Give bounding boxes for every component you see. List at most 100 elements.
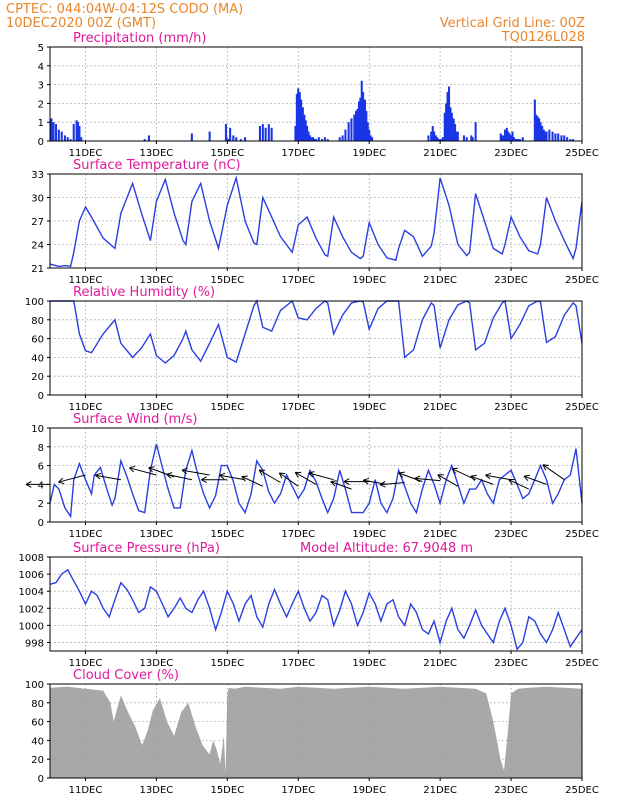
precipitation-bar [441,137,444,141]
precipitation-bar [347,122,350,141]
precipitation-bar [77,122,80,141]
precipitation-bar [267,124,270,141]
wind-arrow [181,467,210,476]
wind-arrow-head [58,481,65,485]
precipitation-bar [544,131,547,141]
wind-series-line [49,443,583,519]
y-tick-label: 0 [38,518,44,529]
x-tick-label: 11DEC [69,658,103,669]
precipitation-bar [431,126,434,141]
wind-arrow-head [437,474,442,481]
y-tick-label: 1 [38,118,44,129]
wind-arrow-head [485,472,492,476]
precipitation-bar [516,139,519,141]
x-tick-label: 17DEC [281,402,315,413]
precipitation-bar [514,139,517,141]
wind-arrow [94,472,121,481]
precipitation-bar [507,131,510,141]
wind-arrow-head [414,475,421,479]
precipitation-bar [470,135,473,141]
wind-arrow-head [451,468,457,474]
precipitation-bar [505,127,508,141]
wind-arrow [523,474,547,485]
x-tick-label: 23DEC [494,529,528,540]
precipitation-bar [315,139,318,141]
wind-arrow-head [508,479,513,485]
wind-arrow-shaft [241,476,264,487]
x-tick-label: 25DEC [565,529,599,540]
wind-arrow-head [129,465,136,469]
precipitation-bar [353,114,356,141]
precipitation-bar [448,86,451,141]
wind-arrow-head [258,469,263,476]
x-tick-label: 21DEC [423,529,457,540]
precipitation-bar [538,118,541,141]
precipitation-bar [452,118,455,141]
precipitation-bar [147,135,150,141]
x-tick-label: 19DEC [352,275,386,286]
wind-arrow-head [219,474,225,480]
x-tick-label: 25DEC [565,275,599,286]
precipitation-bar [57,129,60,141]
panel-pressure: 998 1000 1002 1004 1006 1008 11DEC 13DEC 15DEC 17… [19,541,599,669]
precipitation-bar [297,88,300,141]
y-tick-label: 100 [25,297,44,308]
precipitation-bar [355,110,358,141]
precipitation-bar [501,135,504,141]
wind-arrow-head [330,481,336,487]
wind-arrow [362,477,387,485]
y-tick-label: 8 [38,443,44,454]
precipitation-bar [244,137,247,141]
precipitation-bar [512,137,515,141]
x-tick-label: 15DEC [210,658,244,669]
y-tick-label: 24 [31,241,44,252]
precipitation-bar [454,124,457,141]
y-tick-label: 20 [31,755,44,766]
x-tick-label: 23DEC [494,275,528,286]
panel-title: Relative Humidity (%) [73,285,215,300]
precipitation-bar [433,131,436,141]
x-tick-label: 17DEC [281,785,315,796]
wind-arrow-head [25,481,32,485]
precipitation-bar [471,137,474,141]
y-tick-label: 3 [38,81,44,92]
x-tick-label: 13DEC [140,402,174,413]
precipitation-bar [344,129,347,141]
precipitation-bar [545,131,548,141]
wind-arrow-head [201,476,207,481]
precipitation-bar [55,124,58,141]
precipitation-bar [440,139,443,141]
precipitation-bar [450,112,453,141]
x-tick-label: 19DEC [352,148,386,159]
precipitation-bar [261,124,264,141]
x-tick-label: 21DEC [423,785,457,796]
wind-arrow-shaft [485,474,512,481]
precipitation-bar [533,99,536,141]
wind-arrow [398,471,423,483]
wind-arrow-head [414,477,420,483]
precipitation-bar [78,126,81,141]
wind-arrow [58,474,86,485]
y-tick-label: 1000 [19,621,44,632]
panel-rh: 0 20 40 60 80 100 11DEC 13DEC 15DEC 17DEC 19DEC 21D… [25,285,599,413]
x-tick-label: 15DEC [210,275,244,286]
wind-arrow-shaft [398,472,423,483]
x-tick-label: 21DEC [423,658,457,669]
precipitation-bar [365,110,368,141]
x-tick-label: 21DEC [423,275,457,286]
station-header: CPTEC: 044:04W-04:12S CODO (MA) [6,2,243,17]
wind-arrow-head [181,469,188,475]
precipitation-bar [359,97,362,141]
precipitation-bar [143,139,146,141]
y-tick-label: 80 [31,699,44,710]
panel-frame [49,556,583,652]
grid-line-note: Vertical Grid Line: 00Z [440,16,585,31]
wind-arrow-head [542,464,549,466]
precipitation-bar [474,122,477,141]
wind-arrow-head [95,472,102,476]
run-date-header: 10DEC2020 00Z (GMT) [6,16,156,31]
wind-arrow-head [308,471,315,474]
cloud-cover-area [50,686,582,778]
y-tick-label: 5 [38,43,44,54]
wind-arrow [278,472,299,487]
